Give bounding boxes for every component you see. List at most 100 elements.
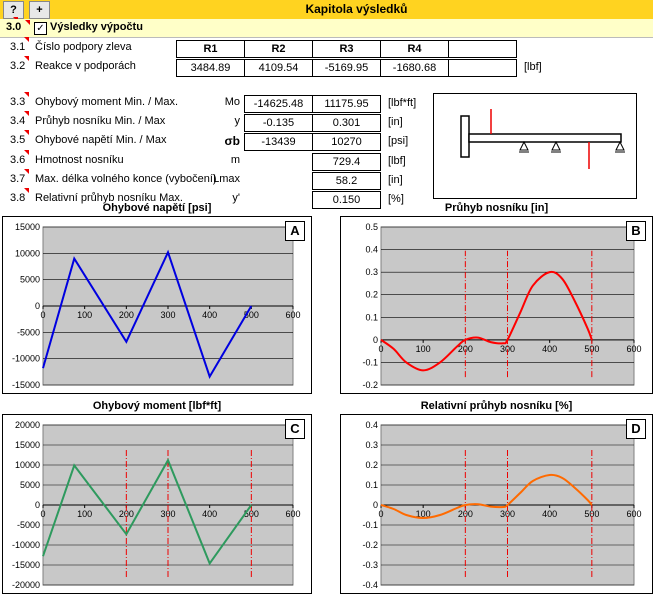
y-tick-label: -20000: [12, 580, 40, 590]
support-header-cell: R2: [244, 40, 313, 58]
chart-title: Ohybové napětí [psi]: [102, 202, 212, 214]
x-tick-label: 100: [77, 509, 92, 519]
result-label: Ohybový moment Min. / Max.: [35, 96, 179, 108]
x-tick-label: 0: [40, 509, 45, 519]
x-tick-label: 400: [542, 509, 557, 519]
title-bar: ? + Kapitola výsledků: [0, 0, 653, 22]
chart-title: Průhyb nosníku [in]: [444, 202, 549, 214]
y-tick-label: -10000: [12, 354, 40, 364]
chart-A: -15000 -10000 -5000 0 5000 10000 15000 0 100 200 3…: [2, 216, 312, 394]
row-number: 3.8: [10, 192, 26, 204]
result-min-cell: -14625.48: [244, 95, 313, 113]
result-symbol: m: [230, 154, 240, 166]
row-number: 3.3: [10, 96, 26, 108]
result-symbol: Mo: [224, 96, 240, 108]
beam-sketch-svg: [460, 109, 625, 169]
result-symbol: y: [234, 115, 241, 127]
beam-body: [468, 133, 622, 143]
results-checkbox[interactable]: ✓: [34, 22, 47, 35]
chart-badge: B: [626, 221, 646, 241]
x-tick-label: 0: [378, 509, 383, 519]
y-tick-label: -0.1: [362, 520, 378, 530]
y-tick-label: 15000: [15, 440, 40, 450]
x-tick-label: 400: [202, 509, 217, 519]
y-tick-label: -15000: [12, 380, 40, 390]
y-tick-label: 0.4: [365, 420, 378, 430]
y-tick-label: -0.2: [362, 540, 378, 550]
support-icon: [519, 140, 529, 151]
beam-diagram: [433, 93, 637, 199]
unit-label: [lbf*ft]: [388, 97, 417, 109]
result-min-cell: -13439: [244, 133, 313, 151]
y-tick-label: -0.4: [362, 580, 378, 590]
y-tick-label: 10000: [15, 248, 40, 258]
chart-svg: -0.2-0.100.10.20.30.40.50 100 200 300 400 500…: [362, 222, 641, 390]
x-tick-label: 600: [285, 310, 300, 320]
y-tick-label: -15000: [12, 560, 40, 570]
support-header-cell: R4: [380, 40, 449, 58]
support-icon: [615, 140, 625, 151]
result-label: Relativní průhyb nosníku Max.: [35, 192, 183, 204]
add-button[interactable]: +: [29, 1, 50, 19]
section-number: 3.0: [6, 21, 22, 33]
row-number: 3.2: [10, 60, 26, 72]
unit-label: [lbf]: [388, 155, 406, 167]
x-tick-label: 0: [378, 344, 383, 354]
y-tick-label: 0: [35, 500, 40, 510]
x-tick-label: 200: [119, 310, 134, 320]
y-tick-label: -0.3: [362, 560, 378, 570]
result-value-cell: 729.4: [312, 153, 381, 171]
series-line: [42, 457, 253, 566]
result-max-cell: 11175.95: [312, 95, 381, 113]
reaction-value-cell: [448, 59, 517, 77]
unit-label: [psi]: [388, 135, 409, 147]
row-number: 3.6: [10, 154, 26, 166]
y-tick-label: 0.2: [365, 460, 378, 470]
series-line: [380, 473, 593, 520]
page-title: Kapitola výsledků: [305, 2, 408, 16]
x-tick-label: 500: [244, 310, 259, 320]
result-value-cell: 58.2: [312, 172, 381, 190]
chart-badge: C: [285, 419, 305, 439]
result-label: Průhyb nosníku Min. / Max: [35, 115, 166, 127]
chart-svg: -20000-15000-10000-500005000100001500020…: [12, 420, 301, 590]
result-symbol: Lmax: [213, 173, 240, 185]
x-tick-label: 300: [500, 344, 515, 354]
y-tick-label: -0.2: [362, 380, 378, 390]
comment-marker-icon: [24, 92, 29, 97]
x-tick-label: 300: [160, 310, 175, 320]
chart-badge: A: [285, 221, 305, 241]
y-tick-label: -5000: [17, 520, 40, 530]
chart-title: Relativní průhyb nosníku [%]: [420, 400, 573, 412]
y-tick-label: 10000: [15, 460, 40, 470]
result-label: Hmotnost nosníku: [35, 154, 124, 166]
x-tick-label: 600: [626, 344, 641, 354]
result-max-cell: 10270: [312, 133, 381, 151]
chart-svg: -0.4-0.3-0.2-0.100.10.20.30.40 100 200 300 4…: [362, 420, 641, 590]
y-tick-label: 0.3: [365, 267, 378, 277]
comment-marker-icon: [24, 37, 29, 42]
unit-label: [lbf]: [524, 61, 542, 73]
support-header-cell: R1: [176, 40, 245, 58]
result-max-cell: 0.301: [312, 114, 381, 132]
y-tick-label: 20000: [15, 420, 40, 430]
unit-label: [%]: [388, 193, 404, 205]
chart-title: Ohybový moment [lbf*ft]: [92, 400, 222, 412]
y-tick-label: 5000: [20, 480, 40, 490]
section-header: 3.0 ✓ Výsledky výpočtu: [0, 19, 653, 38]
y-tick-label: -10000: [12, 540, 40, 550]
support-icon: [551, 140, 561, 151]
row-label: Reakce v podporách: [35, 60, 136, 72]
y-tick-label: 0: [35, 301, 40, 311]
chart-badge: D: [626, 419, 646, 439]
result-value-cell: 0.150: [312, 191, 381, 209]
comment-marker-icon: [24, 56, 29, 61]
reaction-value-cell: 4109.54: [244, 59, 313, 77]
row-number: 3.5: [10, 134, 26, 146]
x-tick-label: 400: [542, 344, 557, 354]
y-tick-label: 0.5: [365, 222, 378, 232]
comment-marker-icon: [24, 150, 29, 155]
series-line: [380, 270, 593, 372]
y-tick-label: 0.1: [365, 312, 378, 322]
fixed-support-icon: [460, 115, 470, 158]
